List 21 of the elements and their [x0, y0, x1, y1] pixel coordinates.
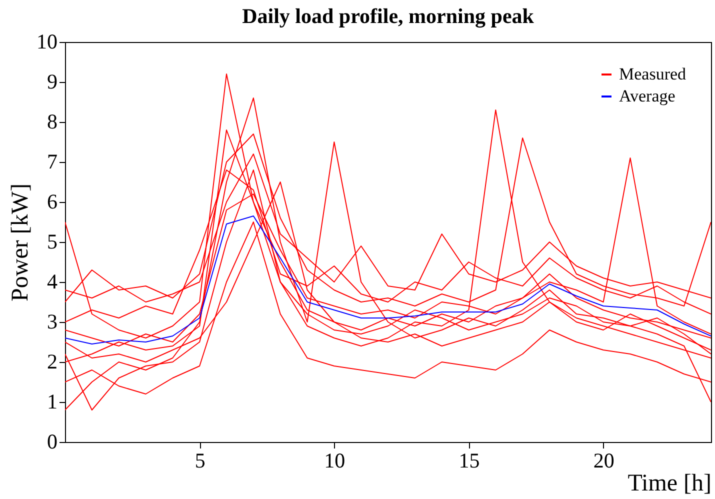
- y-tick-label: 6: [47, 190, 58, 214]
- legend-label: Average: [619, 86, 676, 106]
- y-tick-label: 3: [47, 310, 58, 334]
- legend-label: Measured: [619, 64, 687, 84]
- y-tick-label: 8: [47, 110, 58, 134]
- y-tick-label: 10: [36, 30, 58, 54]
- y-tick-label: 7: [47, 150, 58, 174]
- y-axis-title: Power [kW]: [8, 184, 34, 302]
- y-tick-label: 9: [47, 70, 58, 94]
- x-tick-label: 5: [194, 448, 206, 472]
- y-tick-label: 2: [47, 350, 58, 374]
- x-tick-label: 15: [458, 448, 480, 472]
- x-tick-label: 10: [324, 448, 346, 472]
- y-tick-label: 4: [47, 270, 58, 294]
- y-tick-label: 1: [47, 390, 58, 414]
- x-axis-title: Time [h]: [628, 470, 712, 496]
- line-series: [65, 216, 711, 344]
- chart-title: Daily load profile, morning peak: [242, 4, 534, 28]
- y-tick-label: 5: [47, 230, 58, 254]
- x-tick-label: 20: [593, 448, 614, 472]
- y-tick-label: 0: [47, 430, 58, 454]
